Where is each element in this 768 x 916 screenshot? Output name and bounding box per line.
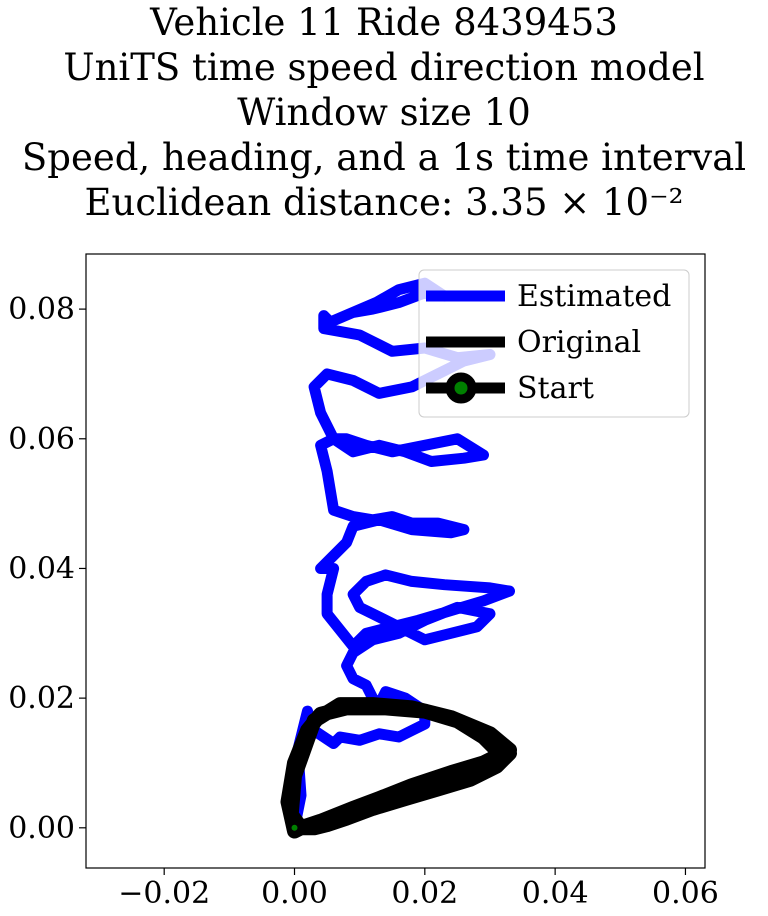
y-tick-label: 0.04	[8, 551, 75, 586]
x-tick-label: 0.06	[652, 876, 719, 911]
series-original-line	[280, 697, 517, 839]
y-tick-label: 0.08	[8, 292, 75, 327]
chart-title: Vehicle 11 Ride 8439453 UniTS time speed…	[0, 0, 768, 225]
legend-start-marker	[445, 372, 477, 404]
legend-label-original: Original	[517, 325, 641, 360]
title-line-2: UniTS time speed direction model	[63, 46, 705, 89]
legend: Estimated Original Start	[418, 269, 690, 418]
x-tick-label: −0.02	[118, 876, 210, 911]
start-marker	[286, 819, 303, 836]
x-tick-label: 0.00	[261, 876, 328, 911]
x-tick-label: 0.04	[522, 876, 589, 911]
title-line-3: Window size 10	[237, 91, 531, 134]
x-axis: −0.02 0.00 0.02 0.04 0.06	[118, 868, 719, 911]
title-line-4: Speed, heading, and a 1s time interval	[21, 136, 747, 179]
y-axis: 0.00 0.02 0.04 0.06 0.08	[8, 292, 86, 846]
legend-box	[418, 269, 690, 418]
title-line-1: Vehicle 11 Ride 8439453	[150, 1, 618, 44]
y-tick-label: 0.00	[8, 811, 75, 846]
title-line-5: Euclidean distance: 3.35 × 10⁻²	[84, 181, 684, 224]
y-tick-label: 0.02	[8, 681, 75, 716]
legend-label-estimated: Estimated	[517, 279, 671, 314]
legend-label-start: Start	[517, 371, 594, 406]
x-tick-label: 0.02	[391, 876, 458, 911]
y-tick-label: 0.06	[8, 422, 75, 457]
